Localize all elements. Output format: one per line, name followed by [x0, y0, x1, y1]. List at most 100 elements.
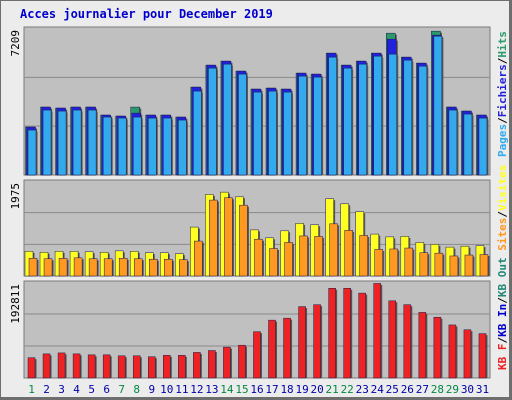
- sites-bar: [464, 254, 474, 277]
- pages-bar: [148, 117, 157, 176]
- pages-bar: [328, 56, 337, 176]
- kbf-bar: [328, 288, 336, 379]
- sites-bar: [254, 238, 263, 277]
- pages-bar: [343, 67, 352, 176]
- day-label: 29: [446, 383, 459, 396]
- legend-entry: KB F: [496, 344, 509, 371]
- sites-bar: [194, 240, 203, 277]
- legend-entry: KB Out: [496, 257, 509, 297]
- kbf-bar: [388, 300, 397, 379]
- legend-entry: /: [496, 337, 509, 344]
- day-label: 13: [205, 383, 218, 396]
- kbf-bar: [57, 352, 66, 379]
- pages-bar: [298, 75, 307, 176]
- kbf-bar: [478, 333, 487, 379]
- day-label: 3: [58, 383, 65, 396]
- sites-bar: [103, 258, 113, 277]
- kbf-bar: [268, 319, 276, 379]
- sites-bar: [389, 248, 399, 277]
- kbf-bar: [208, 350, 216, 379]
- day-label: 30: [461, 383, 474, 396]
- day-label: 9: [148, 383, 155, 396]
- sites-bar: [314, 236, 323, 277]
- kbf-bar: [238, 344, 246, 379]
- day-label: 15: [235, 383, 248, 396]
- legend-panel-2-3: KB F/KB In/KB Out Sites/Visites: [496, 165, 509, 370]
- sites-bar: [419, 252, 429, 277]
- pages-bar: [72, 109, 82, 176]
- pages-bar: [87, 109, 97, 176]
- chart-title: Acces journalier pour December 2019: [20, 7, 273, 21]
- day-label: 17: [265, 383, 278, 396]
- kbf-bar: [117, 355, 126, 379]
- kbf-bar: [193, 352, 201, 379]
- day-label: 18: [280, 383, 293, 396]
- pages-bar: [223, 63, 232, 176]
- sites-bar: [284, 242, 293, 277]
- day-label: 12: [190, 383, 203, 396]
- kbf-bar: [343, 288, 351, 379]
- legend-entry: /: [496, 297, 509, 304]
- legend-panel-1: Pages/Fichiers/Hits: [496, 31, 509, 157]
- pages-bar: [163, 117, 172, 176]
- legend-entry: Sites: [496, 218, 509, 251]
- day-label: 22: [341, 383, 354, 396]
- pages-bar: [132, 116, 142, 176]
- day-label: 19: [295, 383, 308, 396]
- legend-entry: KB In: [496, 304, 509, 337]
- y-max-label: 1975: [9, 183, 22, 210]
- kbf-bar: [72, 353, 81, 379]
- day-label: 11: [175, 383, 188, 396]
- legend-entry: /: [496, 117, 509, 124]
- legend-entry: Visites: [496, 165, 509, 211]
- day-label: 5: [88, 383, 95, 396]
- pages-bar: [478, 117, 488, 176]
- sites-bar: [479, 254, 489, 277]
- pages-bar: [238, 73, 247, 176]
- kbf-bar: [132, 355, 141, 379]
- day-label: 24: [371, 383, 385, 396]
- pages-bar: [373, 55, 382, 176]
- pages-bar: [313, 76, 322, 176]
- kbf-bar: [358, 292, 366, 379]
- kbf-bar: [403, 304, 412, 379]
- sites-bar: [179, 259, 188, 277]
- kbf-bar: [42, 353, 51, 379]
- pages-bar: [283, 91, 292, 176]
- sites-bar: [239, 204, 248, 277]
- sites-bar: [209, 199, 218, 277]
- sites-bar: [149, 258, 158, 277]
- legend-entry: /: [496, 57, 509, 64]
- sites-bar: [133, 258, 143, 277]
- day-label: 21: [326, 383, 339, 396]
- sites-bar: [269, 248, 278, 277]
- sites-bar: [58, 258, 68, 277]
- pages-bar: [253, 91, 262, 176]
- day-label: 25: [386, 383, 399, 396]
- day-label: 14: [220, 383, 234, 396]
- pages-bar: [463, 113, 473, 176]
- pages-bar: [27, 129, 37, 176]
- sites-bar: [73, 257, 83, 277]
- day-label: 4: [73, 383, 80, 396]
- sites-bar: [404, 247, 414, 277]
- sites-bar: [299, 235, 308, 277]
- pages-bar: [117, 117, 127, 176]
- pages-bar: [193, 90, 202, 176]
- day-label: 7: [118, 383, 125, 396]
- sites-bar: [434, 252, 444, 277]
- pages-bar: [268, 90, 277, 176]
- kbf-bar: [87, 354, 96, 379]
- kbf-bar: [163, 355, 171, 379]
- kbf-bar: [27, 357, 36, 379]
- kbf-bar: [223, 346, 231, 379]
- day-label: 28: [431, 383, 444, 396]
- sites-bar: [449, 255, 459, 277]
- legend-entry: [496, 251, 509, 258]
- sites-bar: [224, 197, 233, 277]
- kbf-bar: [283, 317, 291, 379]
- kbf-bar: [433, 316, 442, 379]
- day-label: 1: [28, 383, 35, 396]
- sites-bar: [88, 258, 98, 277]
